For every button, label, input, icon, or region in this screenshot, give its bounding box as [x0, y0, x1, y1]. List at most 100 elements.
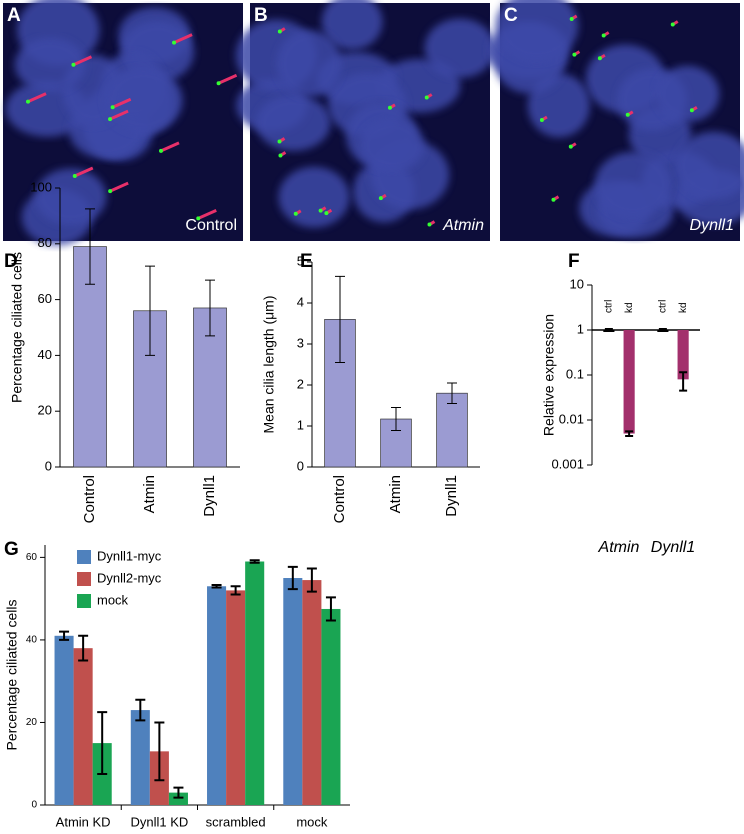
bar [73, 648, 93, 805]
bar [226, 590, 246, 805]
y-tick-label: 1 [297, 417, 304, 432]
error-bar [447, 382, 457, 404]
basal-body [424, 95, 429, 100]
basal-body [277, 29, 282, 34]
cilium [197, 208, 217, 220]
y-axis-label: Percentage ciliated cells [9, 252, 25, 403]
legend-swatch [77, 594, 91, 608]
x-tick-label: scrambled [206, 814, 266, 829]
chart: E Mean cilia length (μm) 0 1 2 3 4 5 Control Atmi… [261, 251, 480, 523]
basal-body [689, 108, 694, 113]
panel-label: D [4, 251, 18, 272]
x-tick-label: Atmin [141, 475, 158, 513]
basal-body [670, 22, 675, 27]
basal-body [572, 52, 577, 57]
y-tick-label: 10 [570, 276, 584, 291]
y-tick-label: 40 [38, 347, 52, 362]
legend-label: Dynll1-myc [97, 548, 162, 563]
nucleus [321, 0, 383, 50]
nucleus [675, 131, 744, 200]
cilium [72, 55, 93, 67]
error-bar [135, 698, 146, 722]
nucleus [104, 67, 183, 133]
nucleus [256, 94, 331, 151]
y-tick-label: 1 [577, 321, 584, 336]
image-caption: Atmin [442, 217, 484, 234]
bar [436, 392, 468, 468]
legend-swatch [77, 550, 91, 564]
error-bar [287, 565, 298, 591]
legend-swatch [77, 572, 91, 586]
y-tick-label: 0.01 [559, 411, 584, 426]
series-label: ctrl [604, 300, 615, 313]
panel-label: C [504, 5, 518, 26]
error-bar [97, 711, 108, 776]
basal-body [108, 117, 113, 122]
error-bar [325, 596, 336, 622]
x-tick-label: Control [81, 475, 98, 523]
y-tick-label: 3 [297, 335, 304, 350]
nucleus [359, 119, 425, 172]
y-axis-label: Relative expression [541, 314, 557, 436]
nucleus [495, 0, 579, 62]
error-bar [78, 634, 89, 662]
y-tick-label: 0 [31, 800, 37, 811]
y-tick-label: 60 [38, 291, 52, 306]
micrograph: B Atmin [235, 0, 496, 241]
x-tick-label: Atmin KD [56, 814, 111, 829]
error-bar [145, 265, 155, 356]
y-tick-label: 0 [45, 458, 52, 473]
cilium [109, 181, 129, 193]
nucleus [424, 18, 496, 78]
basal-body [277, 139, 282, 144]
bar [245, 561, 265, 805]
error-bar [211, 584, 222, 589]
x-tick-label: Atmin [598, 539, 640, 556]
x-tick-label: Dynll1 KD [130, 814, 188, 829]
basal-body [293, 211, 298, 216]
y-tick-label: 4 [297, 294, 304, 309]
series-label: kd [624, 302, 635, 313]
basal-body [551, 197, 556, 202]
nucleus [14, 37, 86, 92]
y-axis-label: Mean cilia length (μm) [261, 295, 277, 433]
cilium [160, 141, 180, 153]
x-tick-label: Dynll1 [201, 475, 218, 517]
basal-body [324, 211, 329, 216]
nucleus [594, 151, 672, 218]
x-tick-label: mock [296, 814, 328, 829]
basal-body [196, 216, 201, 221]
cilium [173, 33, 193, 45]
basal-body [427, 222, 432, 227]
error-bar [391, 407, 401, 432]
y-tick-label: 0.1 [566, 366, 584, 381]
bar [54, 635, 74, 805]
cilium [109, 109, 129, 121]
y-tick-label: 0.001 [551, 456, 584, 471]
y-tick-label: 20 [26, 717, 38, 728]
y-tick-label: 100 [30, 179, 52, 194]
nucleus [276, 30, 342, 98]
legend-label: Dynll2-myc [97, 570, 162, 585]
basal-body [108, 189, 113, 194]
chart: F Relative expression 0.001 0.01 0.1 1 10 Atmin… [541, 251, 700, 556]
chart: G Percentage ciliated cells 0 20 40 60 Atmin K… [4, 539, 350, 829]
x-tick-label: Dynll1 [443, 475, 460, 517]
x-tick-label: Control [331, 475, 348, 523]
y-tick-label: 5 [297, 253, 304, 268]
basal-body [71, 62, 76, 67]
x-tick-label: Dynll1 [651, 539, 695, 556]
cilium [112, 97, 132, 109]
nucleus [35, 168, 107, 226]
basal-body [158, 148, 163, 153]
basal-body [387, 105, 392, 110]
cilium [217, 73, 238, 85]
bar [677, 330, 689, 380]
panel-label: A [7, 5, 21, 26]
error-bar [173, 786, 184, 799]
y-tick-label: 20 [38, 403, 52, 418]
error-bar [154, 721, 165, 782]
basal-body [110, 105, 115, 110]
panel-label: G [4, 539, 19, 560]
